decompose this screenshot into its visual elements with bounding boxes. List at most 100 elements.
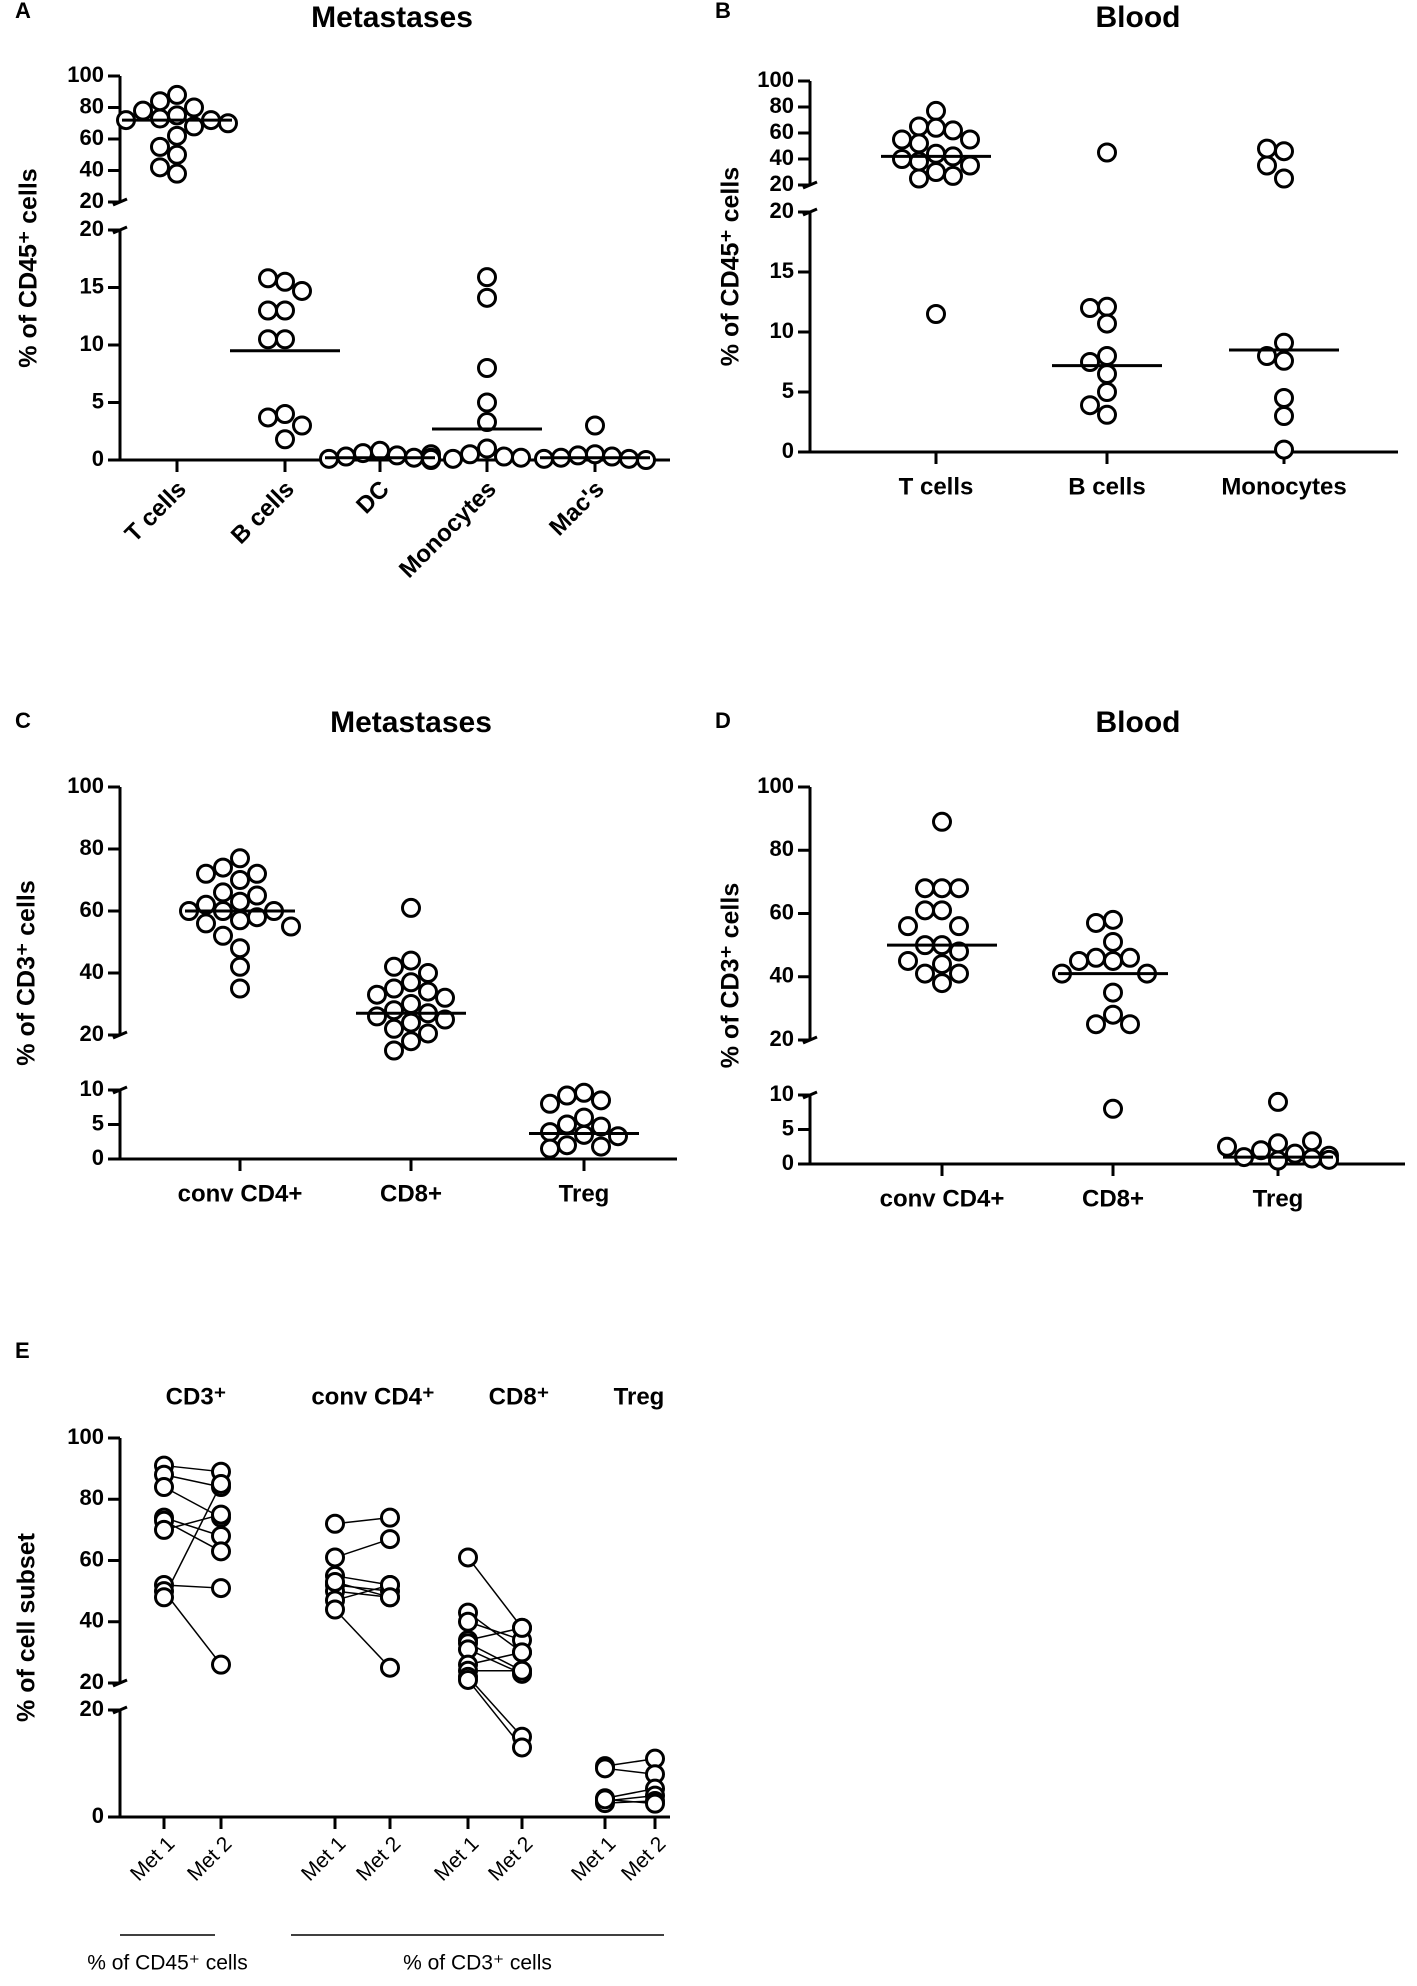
x-tick-label: Met 2 xyxy=(617,1832,670,1885)
data-point xyxy=(477,412,497,433)
y-tick-label: 60 xyxy=(80,897,104,922)
data-point xyxy=(154,1519,174,1540)
data-point xyxy=(943,120,963,141)
data-point xyxy=(898,916,918,937)
data-point xyxy=(926,143,946,164)
y-tick-label: 60 xyxy=(770,119,794,144)
data-point xyxy=(247,885,267,906)
data-point xyxy=(892,129,912,150)
panel-letter: E xyxy=(15,1338,30,1363)
y-axis-label: % of CD45⁺ cells xyxy=(15,168,43,367)
data-point xyxy=(435,1009,455,1030)
x-tick-label: Mac's xyxy=(544,476,610,542)
group-label: Treg xyxy=(614,1383,665,1410)
y-tick-label: 5 xyxy=(92,1110,104,1135)
data-point xyxy=(557,1085,577,1106)
x-tick-label: Met 2 xyxy=(484,1832,537,1885)
x-tick-label: T cells xyxy=(120,476,192,548)
y-tick-label: 20 xyxy=(80,1669,104,1694)
data-point xyxy=(1274,141,1294,162)
x-tick-label: Monocytes xyxy=(1221,473,1346,500)
data-point xyxy=(275,429,295,450)
data-point xyxy=(595,1789,615,1810)
data-point xyxy=(960,155,980,176)
data-point xyxy=(384,1000,404,1021)
data-point xyxy=(281,916,301,937)
data-point xyxy=(585,415,605,436)
x-tick-label: Met 1 xyxy=(567,1832,620,1885)
data-point xyxy=(1080,298,1100,318)
data-point xyxy=(418,1023,438,1044)
x-tick-label: Treg xyxy=(1253,1185,1304,1212)
x-tick-label: conv CD4+ xyxy=(880,1185,1005,1212)
data-point xyxy=(1069,950,1089,971)
data-point xyxy=(1319,1149,1339,1170)
data-point xyxy=(230,978,250,999)
y-tick-label: 80 xyxy=(770,836,794,861)
data-point xyxy=(150,91,170,112)
data-point xyxy=(418,963,438,983)
data-point xyxy=(258,268,278,289)
data-point xyxy=(477,267,497,288)
group-label: CD3⁺ xyxy=(166,1383,227,1410)
data-point xyxy=(595,1758,615,1779)
data-point xyxy=(196,894,216,915)
panel-letter: D xyxy=(715,708,731,733)
data-point xyxy=(211,1578,231,1599)
panel-letter: B xyxy=(715,0,731,23)
data-point xyxy=(230,891,250,912)
y-tick-label: 100 xyxy=(757,773,794,798)
y-tick-label: 10 xyxy=(770,318,794,343)
x-tick-label: Monocytes xyxy=(394,476,502,584)
data-point xyxy=(949,878,969,899)
data-point xyxy=(540,1093,560,1114)
y-tick-label: 5 xyxy=(782,378,794,403)
data-point xyxy=(325,1547,345,1568)
y-tick-label: 0 xyxy=(92,1803,104,1828)
data-point xyxy=(949,963,969,984)
data-point xyxy=(230,910,250,931)
data-point xyxy=(401,1012,421,1033)
x-tick-label: B cells xyxy=(1068,473,1145,500)
data-point xyxy=(275,329,295,350)
y-tick-label: 20 xyxy=(80,216,104,241)
data-point xyxy=(949,941,969,962)
data-point xyxy=(387,445,407,466)
y-tick-label: 100 xyxy=(757,67,794,92)
data-point xyxy=(926,162,946,182)
data-point xyxy=(1274,350,1294,371)
data-point xyxy=(230,938,250,959)
data-point xyxy=(292,280,312,301)
y-tick-label: 10 xyxy=(80,1076,104,1101)
data-point xyxy=(1274,168,1294,189)
x-tick-label: CD8+ xyxy=(1082,1185,1144,1212)
data-point xyxy=(932,900,952,921)
pair-line xyxy=(163,1483,222,1598)
data-point xyxy=(213,925,233,946)
data-point xyxy=(557,1114,577,1135)
y-tick-label: 40 xyxy=(770,145,794,170)
data-point xyxy=(1097,382,1117,402)
y-tick-label: 60 xyxy=(770,899,794,924)
chart-title: Blood xyxy=(1096,706,1181,739)
data-point xyxy=(1103,1004,1123,1025)
data-point xyxy=(150,136,170,157)
x-tick-label: CD8+ xyxy=(380,1180,442,1207)
data-point xyxy=(608,1126,628,1147)
x-tick-label: B cells xyxy=(226,476,300,550)
data-point xyxy=(512,1737,532,1758)
y-axis-label: % of CD3⁺ cells xyxy=(13,880,41,1065)
y-tick-label: 100 xyxy=(67,62,104,87)
data-point xyxy=(380,1529,400,1550)
data-point xyxy=(1268,1091,1288,1112)
y-tick-label: 80 xyxy=(80,1485,104,1510)
y-axis-label: % of CD3⁺ cells xyxy=(717,883,745,1068)
data-point xyxy=(384,1040,404,1061)
y-tick-label: 5 xyxy=(782,1115,794,1140)
data-point xyxy=(568,445,588,466)
data-point xyxy=(150,108,170,129)
data-point xyxy=(167,84,187,105)
y-tick-label: 15 xyxy=(770,258,794,283)
data-point xyxy=(1097,142,1117,163)
data-point xyxy=(292,415,312,436)
